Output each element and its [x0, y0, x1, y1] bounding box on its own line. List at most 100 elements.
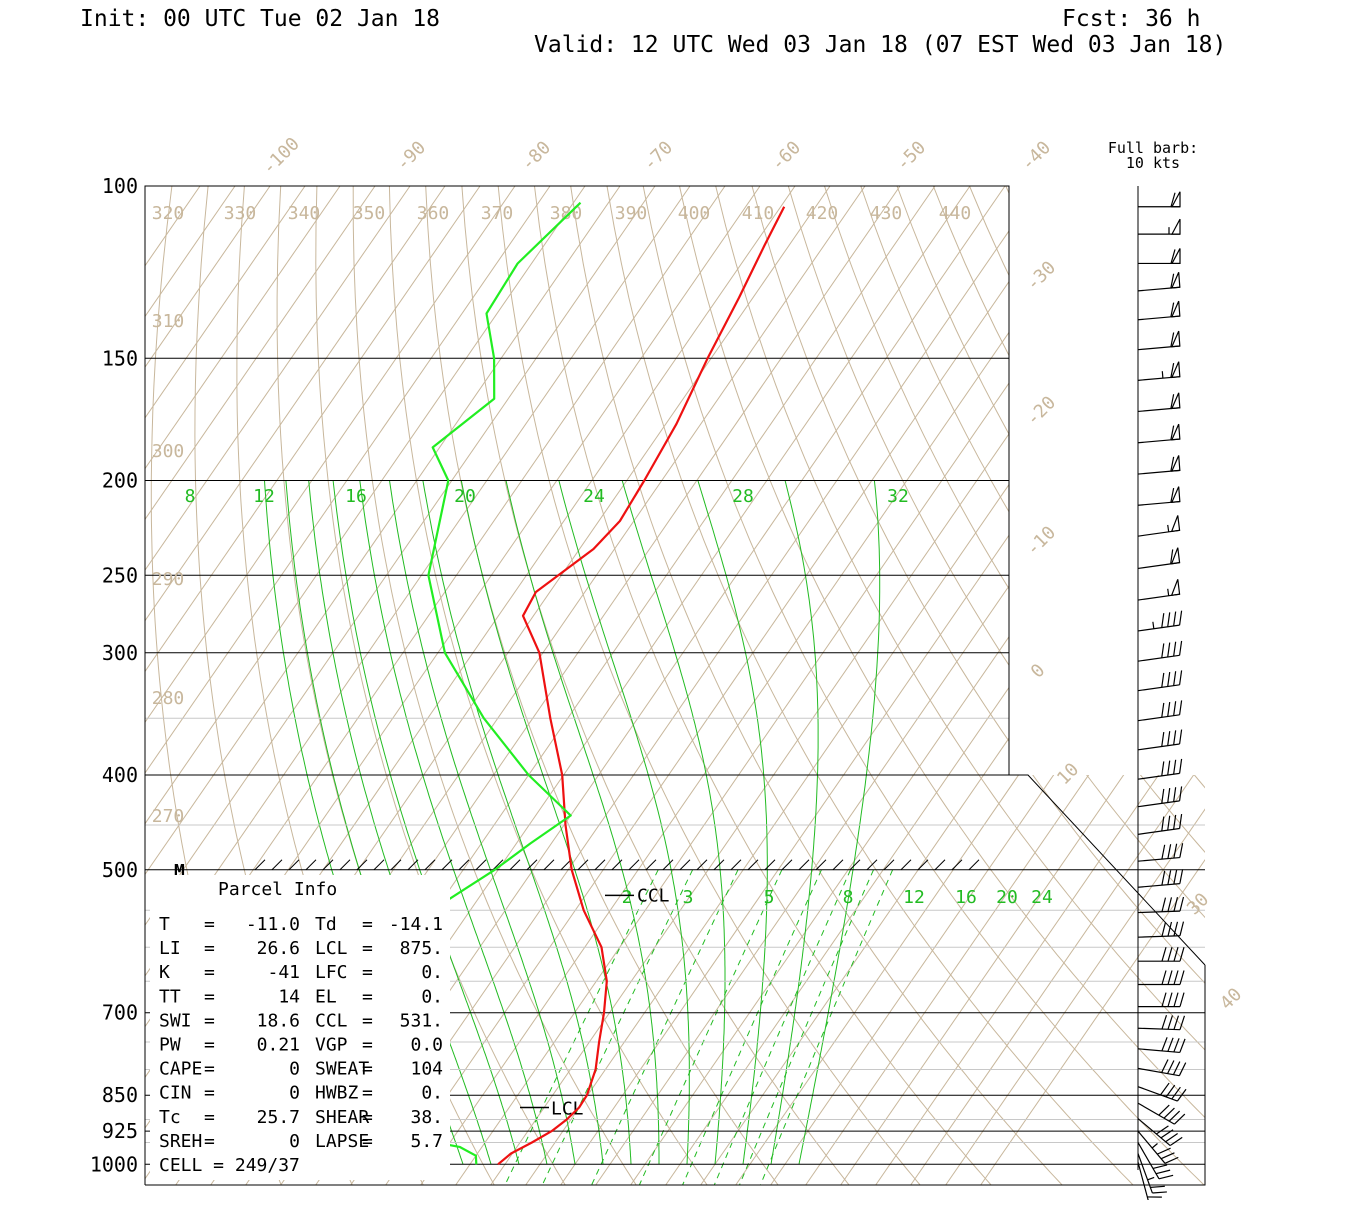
hatch-mark	[527, 860, 537, 870]
parcel-cell: CELL = 249/37	[159, 1155, 300, 1176]
barb-full	[1168, 844, 1171, 858]
isotherm-label: 30	[1183, 889, 1213, 919]
parcel-key: Tc	[159, 1107, 181, 1128]
isotherm-line	[981, 186, 1350, 1185]
barb-full	[1168, 971, 1172, 985]
parcel-value: -11.0	[246, 914, 300, 935]
moist-adiabat-label: 32	[887, 486, 909, 507]
barb-full	[1168, 643, 1170, 657]
hatch-mark	[357, 860, 367, 870]
parcel-equals: =	[362, 1010, 373, 1031]
parcel-key: LI	[159, 938, 181, 959]
theta-label: 270	[152, 806, 185, 827]
barb-full	[1180, 670, 1182, 684]
parcel-equals: =	[204, 1083, 215, 1104]
barb-full	[1162, 1015, 1166, 1029]
barb-full	[1153, 1165, 1167, 1169]
barb-full	[1180, 922, 1184, 936]
parcel-equals: =	[362, 1059, 373, 1080]
isotherm-line	[421, 186, 1110, 1185]
mixing-ratio-label: 24	[1031, 887, 1053, 908]
hatch-mark	[374, 860, 384, 870]
barb-full	[1174, 870, 1177, 884]
parcel-key: EL	[315, 986, 337, 1007]
parcel-equals: =	[204, 1131, 215, 1152]
isotherm-label: -30	[1022, 257, 1060, 295]
barb-shaft	[1138, 936, 1180, 937]
barb-full	[1174, 993, 1178, 1007]
parcel-equals: =	[204, 914, 215, 935]
forecast-hour: Fcst: 36 h	[1062, 6, 1200, 32]
barb-half	[1152, 1144, 1157, 1148]
hatch-mark	[935, 860, 945, 870]
theta-label: 440	[939, 203, 972, 224]
mixing-ratio-label: 20	[996, 887, 1018, 908]
parcel-equals: =	[204, 1035, 215, 1056]
dry-adiabat-line	[897, 186, 1350, 1185]
barb-full	[1162, 703, 1164, 717]
barb-full	[1159, 1175, 1173, 1179]
wind-barb	[1138, 993, 1184, 1007]
ccl-marker-label: CCL	[637, 885, 670, 906]
barb-full	[1168, 672, 1170, 686]
parcel-equals: =	[362, 962, 373, 983]
theta-label: 400	[678, 203, 711, 224]
barb-shaft	[1138, 625, 1180, 631]
barb-full	[1168, 761, 1170, 775]
hatch-mark	[680, 860, 690, 870]
pressure-tick-label: 250	[102, 563, 138, 587]
wind-barb	[1138, 759, 1182, 779]
theta-label: 330	[224, 203, 257, 224]
parcel-value: 0	[289, 1083, 300, 1104]
barb-full	[1162, 789, 1164, 803]
isotherm-line	[771, 186, 1350, 1185]
parcel-value: 14	[278, 986, 300, 1007]
barb-shaft	[1138, 773, 1180, 779]
barb-full	[1180, 869, 1183, 883]
theta-label: 430	[870, 203, 903, 224]
hatch-mark	[629, 860, 639, 870]
parcel-equals: =	[204, 938, 215, 959]
parcel-value: 0.	[421, 962, 443, 983]
init-time: Init: 00 UTC Tue 02 Jan 18	[80, 6, 440, 32]
barb-pennant	[1172, 579, 1180, 595]
barb-full	[1173, 1062, 1179, 1075]
barb-full	[1152, 1192, 1167, 1193]
parcel-key: K	[159, 962, 170, 983]
dry-adiabat-line	[825, 186, 1350, 1185]
moist-adiabat-label: 12	[253, 486, 275, 507]
barb-full	[1174, 971, 1178, 985]
isotherm-label: 0	[1027, 660, 1050, 683]
moist-adiabat-label: 8	[185, 486, 196, 507]
hatch-mark	[663, 860, 673, 870]
hatch-mark	[765, 860, 775, 870]
dry-adiabat-line	[788, 186, 1350, 1185]
parcel-key: CAPE	[159, 1059, 202, 1080]
barb-key-line2: 10 kts	[1126, 154, 1180, 172]
wind-barb	[1138, 219, 1180, 234]
isotherm-label: 10	[1053, 759, 1083, 789]
hatch-mark	[799, 860, 809, 870]
barb-full	[1162, 971, 1166, 985]
barb-full	[1162, 947, 1166, 961]
isotherm-line	[491, 186, 1180, 1185]
parcel-key: VGP	[315, 1035, 348, 1056]
barb-full	[1162, 817, 1164, 831]
barb-half	[1168, 525, 1169, 532]
barb-full	[1172, 1087, 1181, 1099]
parcel-value: 0.	[421, 1083, 443, 1104]
barb-pennant	[1172, 219, 1180, 234]
isotherm-line	[806, 186, 1350, 1185]
barb-full	[1162, 613, 1164, 627]
barb-full	[1161, 1153, 1174, 1159]
wind-barb	[1138, 248, 1180, 263]
pressure-tick-label: 700	[102, 1001, 138, 1025]
barb-full	[1174, 701, 1176, 715]
parcel-key: TT	[159, 986, 181, 1007]
isotherm-label: -80	[517, 137, 555, 175]
hatch-mark	[952, 860, 962, 870]
barb-full	[1174, 787, 1176, 801]
isotherm-label: -90	[392, 137, 430, 175]
